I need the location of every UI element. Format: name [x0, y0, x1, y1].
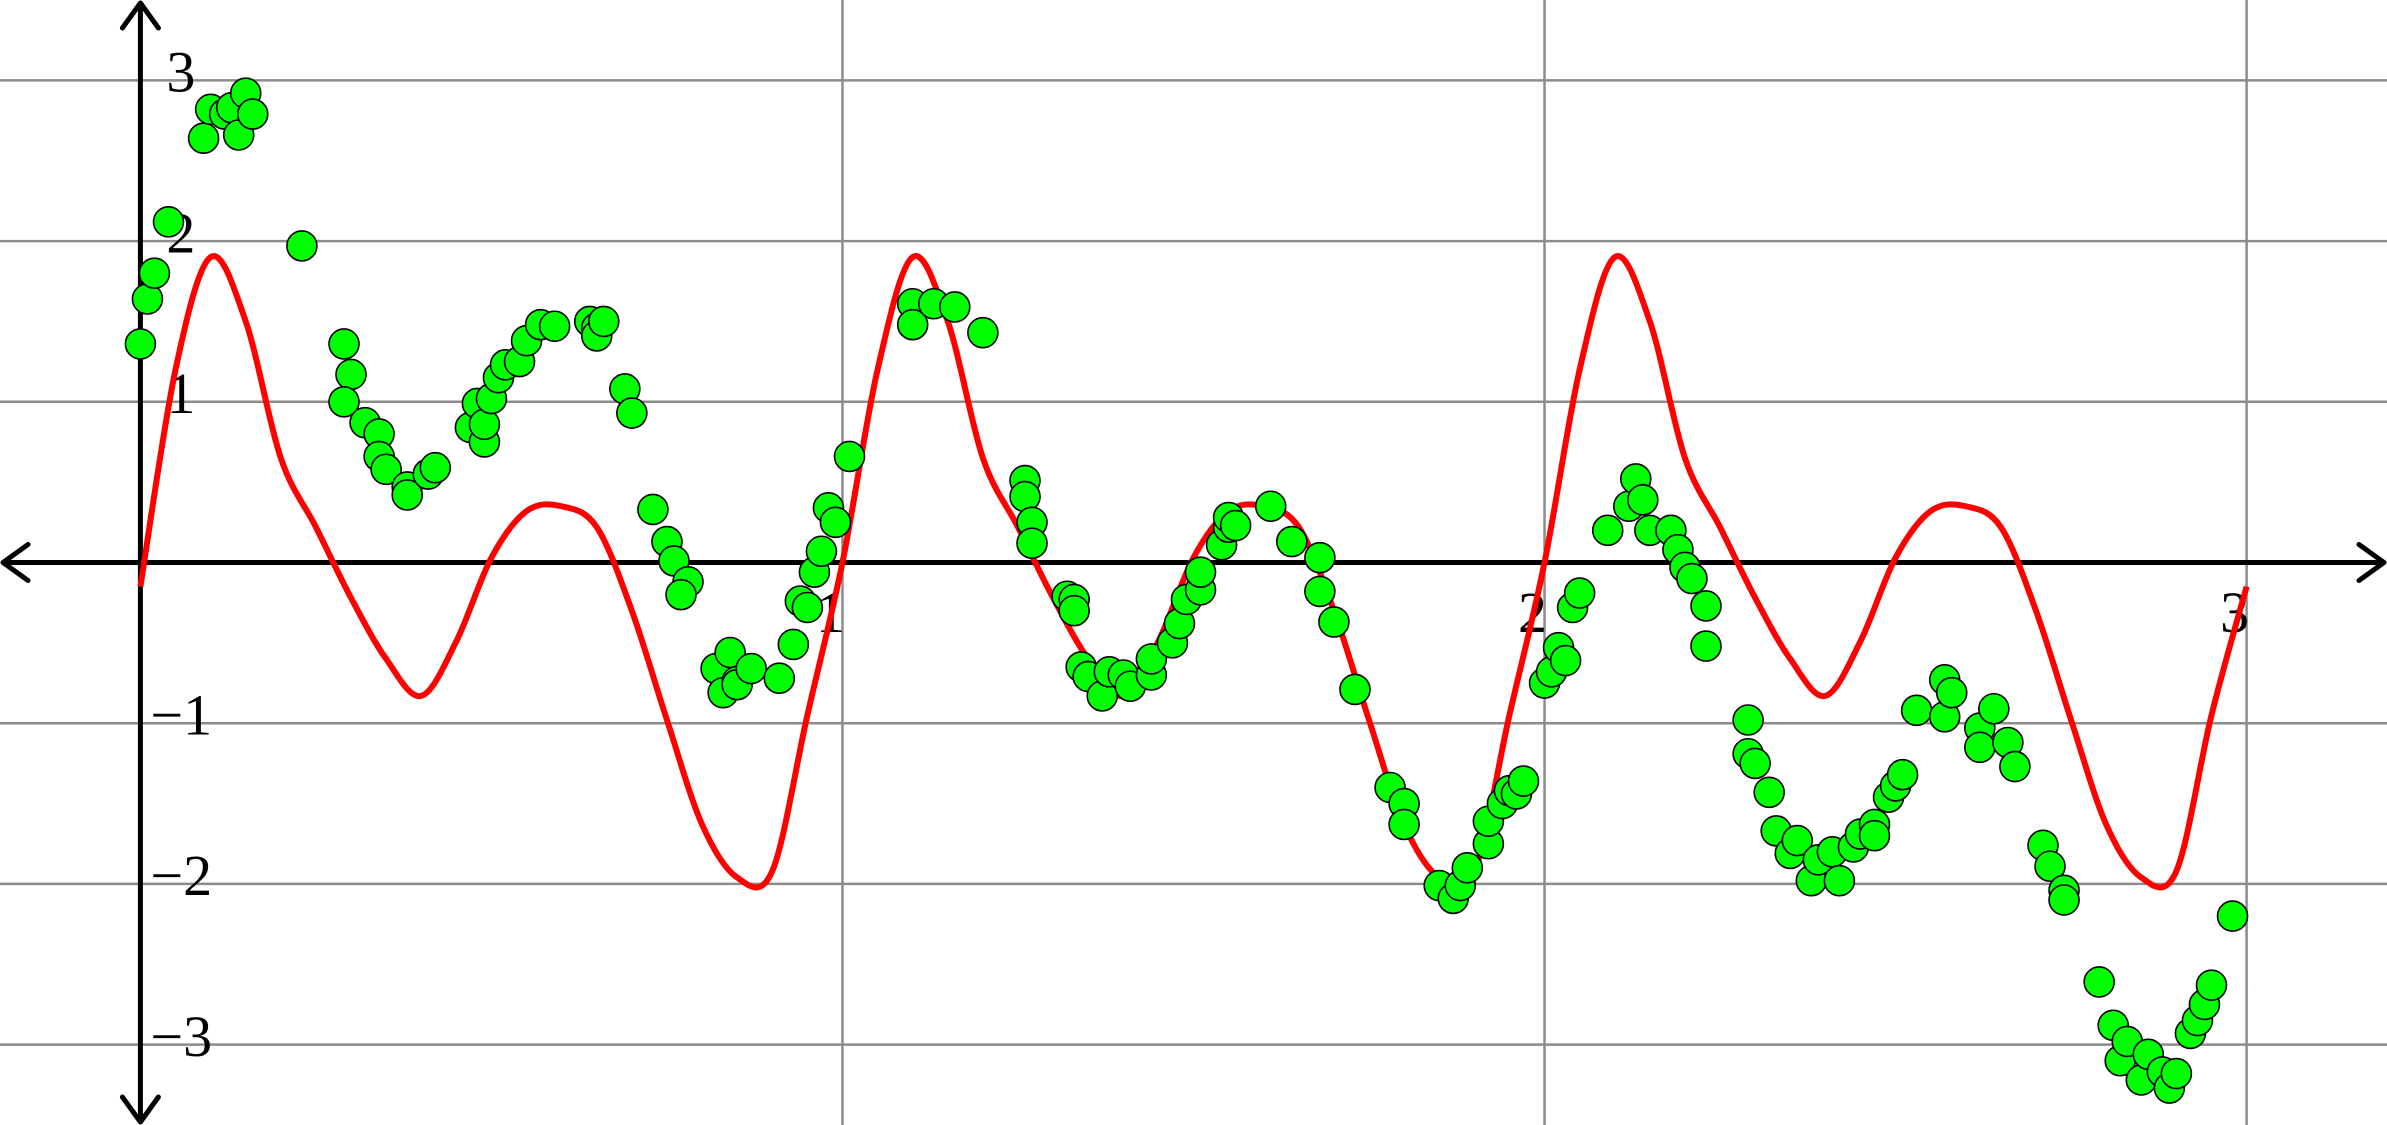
- point: [1886, 758, 1919, 791]
- point: [1184, 556, 1217, 588]
- point: [819, 506, 852, 539]
- point: [805, 535, 838, 568]
- y-tick-label: −3: [150, 1004, 212, 1069]
- point: [2216, 900, 2249, 932]
- point: [1823, 864, 1856, 897]
- point: [1690, 590, 1722, 622]
- point: [763, 662, 796, 695]
- point: [391, 479, 423, 511]
- axis-arrow: [2356, 542, 2387, 583]
- point: [1016, 527, 1048, 560]
- point: [1900, 694, 1933, 727]
- point: [1781, 824, 1814, 857]
- point: [1591, 514, 1624, 547]
- point: [328, 385, 360, 418]
- point: [791, 591, 824, 624]
- point: [967, 316, 999, 349]
- point: [777, 628, 810, 661]
- point: [124, 328, 157, 360]
- y-tick-label: 3: [166, 40, 195, 105]
- y-tick-label: −1: [150, 683, 212, 748]
- point: [1304, 575, 1336, 608]
- axis-arrow: [119, 0, 161, 31]
- point: [938, 291, 971, 323]
- point: [735, 652, 768, 685]
- point: [335, 358, 367, 391]
- point: [1318, 606, 1350, 638]
- point: [1999, 750, 2031, 783]
- point: [538, 310, 571, 343]
- point: [1563, 577, 1596, 609]
- point: [187, 122, 220, 155]
- point: [236, 98, 269, 130]
- y-tick-label: −2: [150, 843, 212, 908]
- point: [1964, 731, 1996, 764]
- point: [1058, 594, 1090, 627]
- point: [1858, 819, 1891, 852]
- point: [419, 451, 452, 484]
- point: [1676, 562, 1708, 595]
- point: [637, 493, 669, 526]
- point: [1219, 509, 1252, 542]
- point: [1732, 704, 1764, 736]
- point: [370, 453, 402, 486]
- point: [1507, 765, 1540, 797]
- point: [1627, 484, 1659, 516]
- point: [1339, 673, 1371, 706]
- point: [2160, 1057, 2193, 1090]
- point: [138, 257, 171, 290]
- axis-arrow: [119, 1094, 161, 1125]
- point: [1275, 525, 1308, 558]
- point: [1304, 541, 1336, 574]
- point: [1549, 644, 1582, 677]
- point: [286, 230, 318, 262]
- point: [328, 328, 360, 360]
- point: [896, 308, 929, 341]
- point: [1451, 852, 1484, 884]
- point: [1739, 747, 1771, 780]
- point: [152, 205, 185, 238]
- point: [1753, 776, 1785, 809]
- point: [833, 440, 866, 473]
- point: [1135, 643, 1168, 675]
- point: [1690, 630, 1722, 662]
- point: [1978, 692, 2010, 725]
- point: [665, 578, 697, 611]
- point: [1935, 676, 1968, 709]
- point: [2034, 850, 2066, 883]
- axis-arrow: [0, 542, 31, 583]
- point: [1254, 490, 1287, 523]
- point: [2048, 884, 2080, 916]
- point: [2195, 969, 2228, 1001]
- point: [616, 397, 648, 429]
- point: [1388, 808, 1420, 841]
- point: [587, 305, 620, 338]
- point: [2083, 966, 2115, 998]
